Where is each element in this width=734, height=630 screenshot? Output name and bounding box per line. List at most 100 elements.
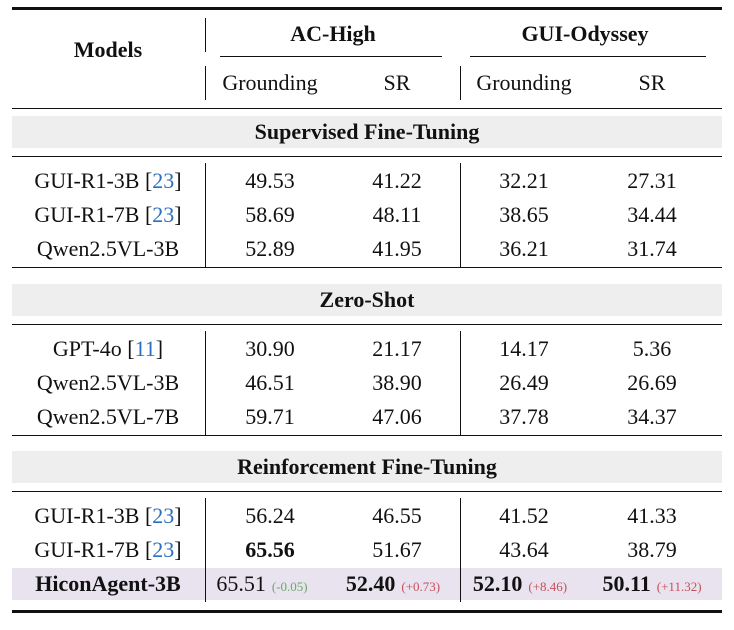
value-cell: 41.33: [627, 505, 677, 527]
value: 31.74: [627, 236, 677, 261]
rule: [12, 435, 722, 437]
column-divider: [460, 498, 462, 602]
value: 38.90: [372, 370, 422, 395]
value: 59.71: [245, 404, 295, 429]
value: 41.52: [499, 503, 549, 528]
value: 46.55: [372, 503, 422, 528]
model-label: HiconAgent-3B: [35, 571, 181, 596]
value-cell: 26.49: [499, 372, 549, 394]
model-label: GUI-R1-7B: [34, 202, 140, 227]
value-cell: 58.69: [245, 204, 295, 226]
value: 5.36: [632, 336, 672, 361]
model-name: GUI-R1-7B [23]: [34, 537, 182, 562]
section-header: Supervised Fine-Tuning: [12, 116, 722, 148]
value-cell: 27.31: [627, 170, 677, 192]
value-cell: 26.69: [627, 372, 677, 394]
rule: [12, 267, 722, 269]
header-models: Models: [73, 37, 143, 62]
value: 21.17: [372, 336, 422, 361]
value-cell: 5.36: [633, 338, 672, 360]
delta-value: (+8.46): [528, 579, 568, 594]
value-cell: 31.74: [627, 238, 677, 260]
value: 14.17: [499, 336, 549, 361]
column-divider: [205, 498, 207, 602]
value: 52.89: [245, 236, 295, 261]
subheader-sr: SR: [383, 70, 411, 95]
value: 26.69: [627, 370, 677, 395]
value-cell: 65.51 (-0.05): [216, 573, 307, 595]
delta-value: (-0.05): [271, 579, 308, 594]
value-cell: 56.24: [245, 505, 295, 527]
value-cell: 37.78: [499, 406, 549, 428]
value: 37.78: [499, 404, 549, 429]
value-cell: 41.22: [372, 170, 422, 192]
header-divider: [205, 66, 207, 100]
model-name: HiconAgent-3B: [35, 573, 180, 595]
model-label: Qwen2.5VL-3B: [36, 236, 180, 261]
value-cell: 49.53: [245, 170, 295, 192]
value-cell: 14.17: [499, 338, 549, 360]
subheader-grounding: Grounding: [222, 70, 318, 95]
value: 46.51: [245, 370, 295, 395]
value-cell: 47.06: [372, 406, 422, 428]
group-underline: [470, 56, 706, 58]
value: 34.37: [627, 404, 677, 429]
column-divider: [205, 163, 207, 267]
value: 34.44: [627, 202, 677, 227]
value-cell: 52.89: [245, 238, 295, 260]
highlight-row: [12, 568, 722, 600]
value: 27.31: [627, 168, 677, 193]
value: 58.69: [245, 202, 295, 227]
value: 32.21: [499, 168, 549, 193]
value: 38.65: [499, 202, 549, 227]
model-label: GUI-R1-3B: [34, 168, 140, 193]
section-header: Zero-Shot: [12, 284, 722, 316]
value-cell: 48.11: [373, 204, 422, 226]
model-name: Qwen2.5VL-7B: [37, 406, 179, 428]
citation-link[interactable]: 23: [152, 202, 175, 227]
value-cell: 38.79: [627, 539, 677, 561]
value: 47.06: [372, 404, 422, 429]
section-header: Reinforcement Fine-Tuning: [12, 451, 722, 483]
citation-link[interactable]: 11: [134, 336, 156, 361]
value: 36.21: [499, 236, 549, 261]
citation-link[interactable]: 23: [152, 503, 175, 528]
model-label: Qwen2.5VL-7B: [36, 404, 180, 429]
delta-value: (+11.32): [656, 579, 702, 594]
citation-link[interactable]: 23: [152, 168, 175, 193]
value: 65.56: [245, 537, 295, 562]
value: 49.53: [245, 168, 295, 193]
rule: [12, 324, 722, 326]
value: 56.24: [245, 503, 295, 528]
model-name: GUI-R1-3B [23]: [34, 503, 182, 528]
value-cell: 41.95: [372, 238, 422, 260]
column-divider: [460, 331, 462, 435]
model-label: GPT-4o: [52, 336, 122, 361]
column-divider: [460, 163, 462, 267]
rule: [12, 491, 722, 493]
value-cell: 51.67: [372, 539, 422, 561]
value: 52.40: [345, 571, 396, 596]
column-divider: [205, 331, 207, 435]
value-cell: 46.55: [372, 505, 422, 527]
group-underline: [220, 56, 442, 58]
delta-value: (+0.73): [401, 579, 441, 594]
model-name: GUI-R1-7B [23]: [34, 202, 182, 227]
value-cell: 38.65: [499, 204, 549, 226]
citation-link[interactable]: 23: [152, 537, 175, 562]
value-cell: 41.52: [499, 505, 549, 527]
value: 38.79: [627, 537, 677, 562]
top-rule: [12, 7, 722, 10]
model-label: GUI-R1-7B: [34, 537, 140, 562]
value-cell: 43.64: [499, 539, 549, 561]
value: 52.10: [472, 571, 523, 596]
value: 50.11: [602, 571, 651, 596]
model-name: Qwen2.5VL-3B: [37, 372, 179, 394]
model-label: Qwen2.5VL-3B: [36, 370, 180, 395]
header-divider: [205, 18, 207, 52]
model-label: GUI-R1-3B: [34, 503, 140, 528]
subheader-grounding: Grounding: [476, 70, 572, 95]
model-name: Qwen2.5VL-3B: [37, 238, 179, 260]
value-cell: 65.56: [245, 539, 295, 561]
